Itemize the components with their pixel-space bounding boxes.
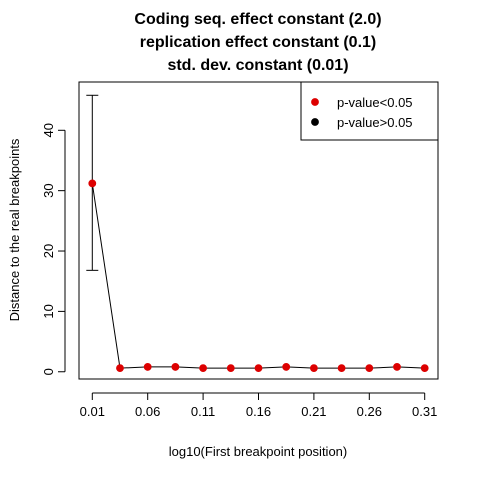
data-point [310,365,317,372]
data-point [255,365,262,372]
data-point [421,365,428,372]
legend-swatch-significant [311,98,318,105]
x-tick-label: 0.01 [80,404,105,419]
y-tick-label: 30 [41,183,56,197]
x-tick-label: 0.06 [135,404,160,419]
chart-title-line-3: std. dev. constant (0.01) [167,57,348,74]
legend-label-significant: p-value<0.05 [337,95,413,110]
x-tick-label: 0.26 [357,404,382,419]
y-axis-label: Distance to the real breakpoints [7,138,22,321]
x-tick-label: 0.11 [191,404,215,419]
data-point [172,363,179,370]
legend: p-value<0.05 p-value>0.05 [301,82,438,140]
series-line [92,183,424,368]
data-point [338,365,345,372]
data-point [227,365,234,372]
x-axis: 0.01 0.06 0.11 0.16 0.21 0.26 0.31 [80,393,438,419]
data-point [366,365,373,372]
x-tick-label: 0.31 [412,404,437,419]
data-point [116,365,123,372]
y-tick-label: 10 [41,304,56,318]
data-point [144,363,151,370]
chart-title-line-1: Coding seq. effect constant (2.0) [134,11,381,28]
series-line-group [92,183,424,368]
legend-label-not-significant: p-value>0.05 [337,115,413,130]
y-tick-label: 20 [41,244,56,258]
y-tick-label: 40 [41,123,56,137]
data-points [89,180,429,372]
data-point [199,365,206,372]
legend-box [301,82,438,140]
x-axis-label: log10(First breakpoint position) [169,444,347,459]
x-tick-label: 0.21 [301,404,326,419]
chart-title: Coding seq. effect constant (2.0) replic… [134,11,381,74]
y-axis: 0 10 20 30 40 [41,123,65,375]
data-point [283,363,290,370]
y-tick-label: 0 [41,368,56,375]
data-point [89,180,96,187]
x-tick-label: 0.16 [246,404,271,419]
chart-title-line-2: replication effect constant (0.1) [140,34,377,51]
data-point [393,363,400,370]
legend-swatch-not-significant [311,118,318,125]
